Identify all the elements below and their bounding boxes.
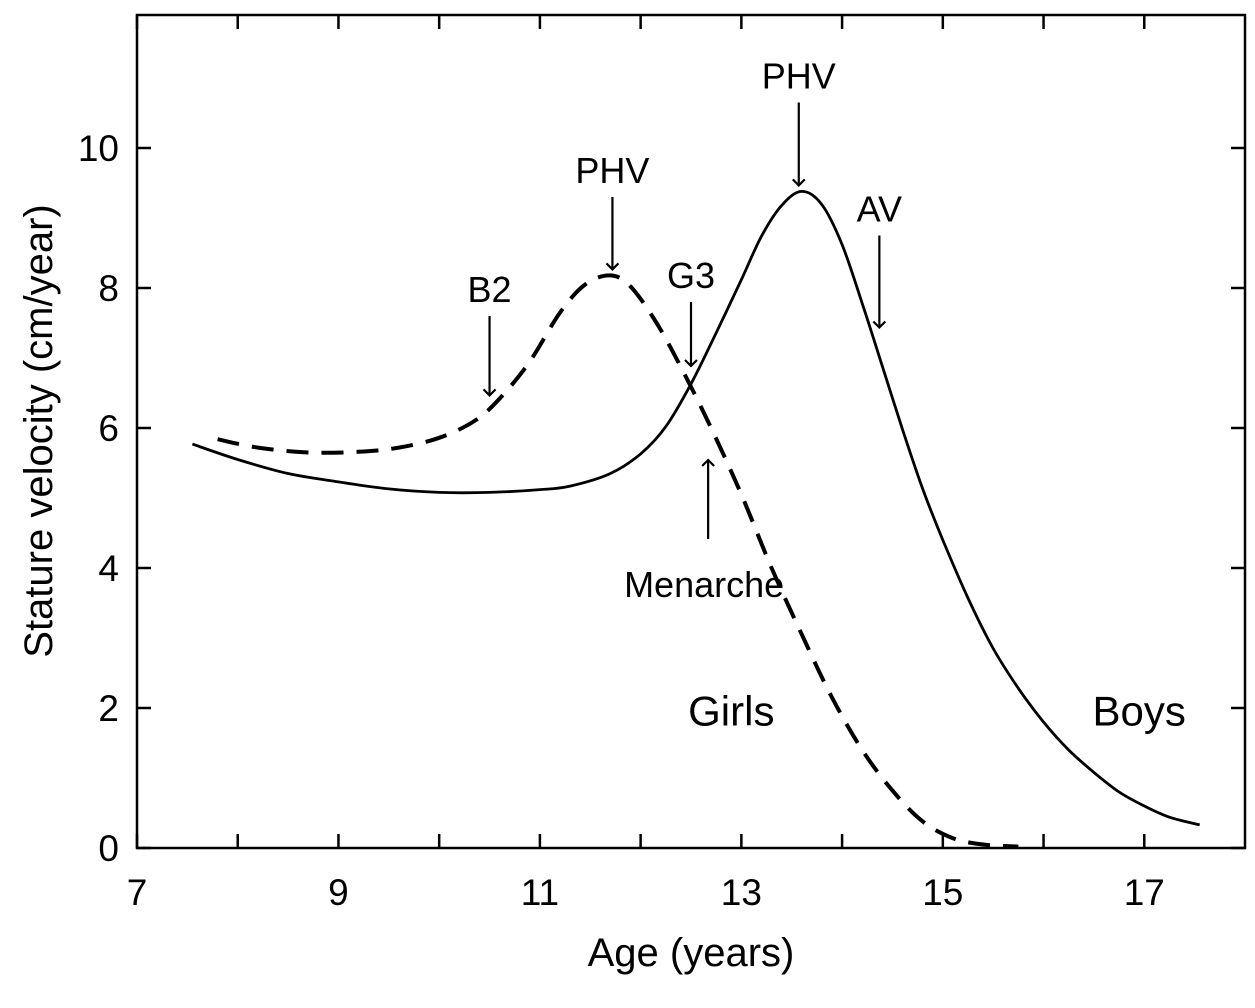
x-axis-title: Age (years) [588,931,795,975]
annotation-label: PHV [762,56,836,97]
annotation-phv-boys: PHV [762,56,836,187]
series-layer: Girls Boys [191,189,1201,849]
y-axis-title: Stature velocity (cm/year) [17,204,61,657]
annotation-phv-girls: PHV [575,150,649,271]
annotation-layer: B2 PHV G3 PHV AV Menarche [468,56,903,606]
x-tick-label: 9 [328,872,349,913]
annotation-label: G3 [667,255,715,296]
annotation-g3-boys: G3 [667,255,715,368]
annotation-b2-girls: B2 [468,269,512,397]
y-tick-label: 2 [98,688,119,729]
annotation-label: PHV [575,150,649,191]
y-tick-label: 4 [98,548,119,589]
annotation-av-boys: AV [857,189,902,330]
x-tick-label: 13 [721,872,762,913]
y-tick-label: 10 [78,128,119,169]
y-tick-label: 8 [98,268,119,309]
axis-ticks: 7 9 11 13 15 17 0 2 4 6 8 10 [78,15,1245,913]
annotation-label: AV [857,189,902,230]
series-label-boys: Boys [1093,688,1186,735]
annotation-menarche-girls: Menarche [624,458,784,605]
plot-frame [135,13,1247,850]
y-tick-label: 6 [98,408,119,449]
x-tick-label: 15 [922,872,963,913]
series-label-girls: Girls [688,688,774,735]
annotation-label: B2 [468,269,512,310]
series-boys-line [191,189,1201,827]
x-tick-label: 17 [1124,872,1165,913]
annotation-label: Menarche [624,564,784,605]
series-girls-line [217,273,1019,849]
x-tick-label: 7 [127,872,148,913]
y-tick-label: 0 [98,828,119,869]
x-tick-label: 11 [521,872,559,913]
